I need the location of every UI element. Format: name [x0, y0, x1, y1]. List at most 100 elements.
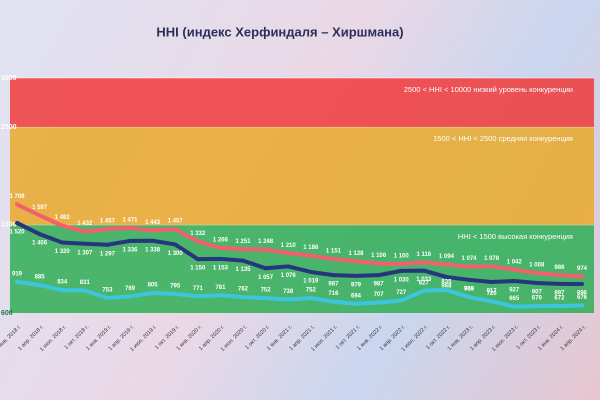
point	[376, 273, 381, 278]
point	[512, 278, 517, 283]
data-label: 1 074	[461, 256, 477, 262]
data-label: 927	[509, 288, 520, 294]
data-label: 1 210	[281, 243, 297, 249]
data-label: 707	[374, 292, 385, 298]
data-label: 1 057	[258, 275, 274, 281]
data-label: 1 336	[122, 248, 138, 254]
data-label: 896	[577, 291, 588, 297]
data-label: 752	[261, 288, 272, 294]
data-label: 727	[396, 290, 407, 296]
data-label: 1 076	[281, 273, 297, 279]
data-label: 1 332	[190, 231, 206, 237]
point	[489, 264, 494, 269]
y-tick-label: 2500	[1, 124, 17, 131]
data-label: 835	[441, 280, 452, 286]
point	[286, 251, 291, 256]
point	[308, 296, 313, 301]
point	[467, 277, 471, 282]
point	[399, 298, 404, 303]
data-label: 939	[464, 286, 475, 292]
data-label: 1 100	[394, 254, 410, 260]
data-label: 1 251	[235, 239, 251, 245]
point	[82, 241, 87, 246]
point	[82, 229, 87, 234]
data-label: 1 019	[303, 279, 319, 285]
chart-title: HHI (индекс Херфиндаля – Хиршмана)	[156, 24, 403, 39]
point	[195, 294, 200, 299]
data-label: 1 457	[100, 219, 116, 225]
point	[82, 288, 87, 293]
data-label: 1 307	[77, 250, 93, 256]
data-label: 781	[215, 285, 226, 291]
data-label: 1 492	[55, 215, 71, 221]
data-label: 1 186	[303, 245, 319, 251]
point	[467, 264, 471, 269]
line	[16, 279, 583, 309]
point	[286, 264, 291, 269]
point	[241, 295, 245, 300]
point	[37, 283, 42, 288]
data-label: 1 153	[213, 265, 229, 271]
point	[421, 288, 426, 293]
point	[444, 287, 449, 292]
point	[399, 268, 404, 273]
point	[331, 299, 336, 304]
data-label: 987	[374, 282, 385, 288]
point	[354, 301, 358, 306]
point	[331, 257, 336, 262]
data-label: 1 406	[32, 241, 48, 247]
y-tick-label: 1500	[1, 222, 17, 229]
data-label: 1 709	[9, 194, 25, 200]
point	[15, 279, 19, 284]
band-label: HHI < 1500 высокая конкуренция	[458, 232, 573, 241]
band-label: 1500 < HHI < 2500 средняя конкуренция	[433, 134, 573, 143]
point	[444, 262, 449, 267]
data-label: 834	[57, 280, 68, 286]
point	[263, 266, 268, 271]
point	[37, 213, 42, 218]
point	[218, 256, 223, 261]
point	[534, 304, 539, 309]
point	[512, 304, 517, 309]
data-label: 919	[12, 271, 23, 277]
point	[580, 303, 584, 308]
data-label: 805	[148, 283, 159, 289]
y-tick-label: 3000	[1, 75, 17, 82]
data-label: 1 300	[168, 251, 184, 257]
data-label: 795	[170, 283, 181, 289]
data-label: 753	[102, 288, 113, 294]
point	[354, 273, 358, 278]
point	[421, 268, 426, 273]
data-label: 979	[351, 282, 362, 288]
point	[534, 280, 539, 285]
data-label: 1 030	[394, 277, 410, 283]
data-label: 1 520	[9, 229, 25, 235]
point	[15, 202, 19, 207]
point	[150, 228, 155, 233]
data-label: 1 150	[190, 266, 206, 272]
point	[308, 269, 313, 274]
data-label: 752	[306, 288, 317, 294]
data-label: 1 042	[507, 259, 523, 265]
data-label: 720	[487, 291, 498, 297]
point	[263, 296, 268, 301]
data-label: 1 135	[235, 267, 251, 273]
point	[15, 220, 19, 225]
band	[10, 78, 594, 127]
data-label: 1 338	[145, 247, 161, 253]
data-label: 676	[577, 295, 588, 301]
data-label: 1 248	[258, 239, 274, 245]
point	[534, 271, 539, 276]
data-label: 771	[193, 286, 204, 292]
data-label: 1 151	[326, 249, 342, 255]
data-label: 1 128	[348, 251, 364, 257]
point	[105, 242, 110, 247]
point	[128, 238, 132, 243]
data-label: 763	[464, 287, 475, 293]
point	[444, 274, 449, 279]
point	[105, 227, 110, 232]
data-label: 968	[441, 284, 452, 290]
data-label: 1 266	[213, 237, 229, 243]
data-label: 716	[328, 291, 339, 297]
